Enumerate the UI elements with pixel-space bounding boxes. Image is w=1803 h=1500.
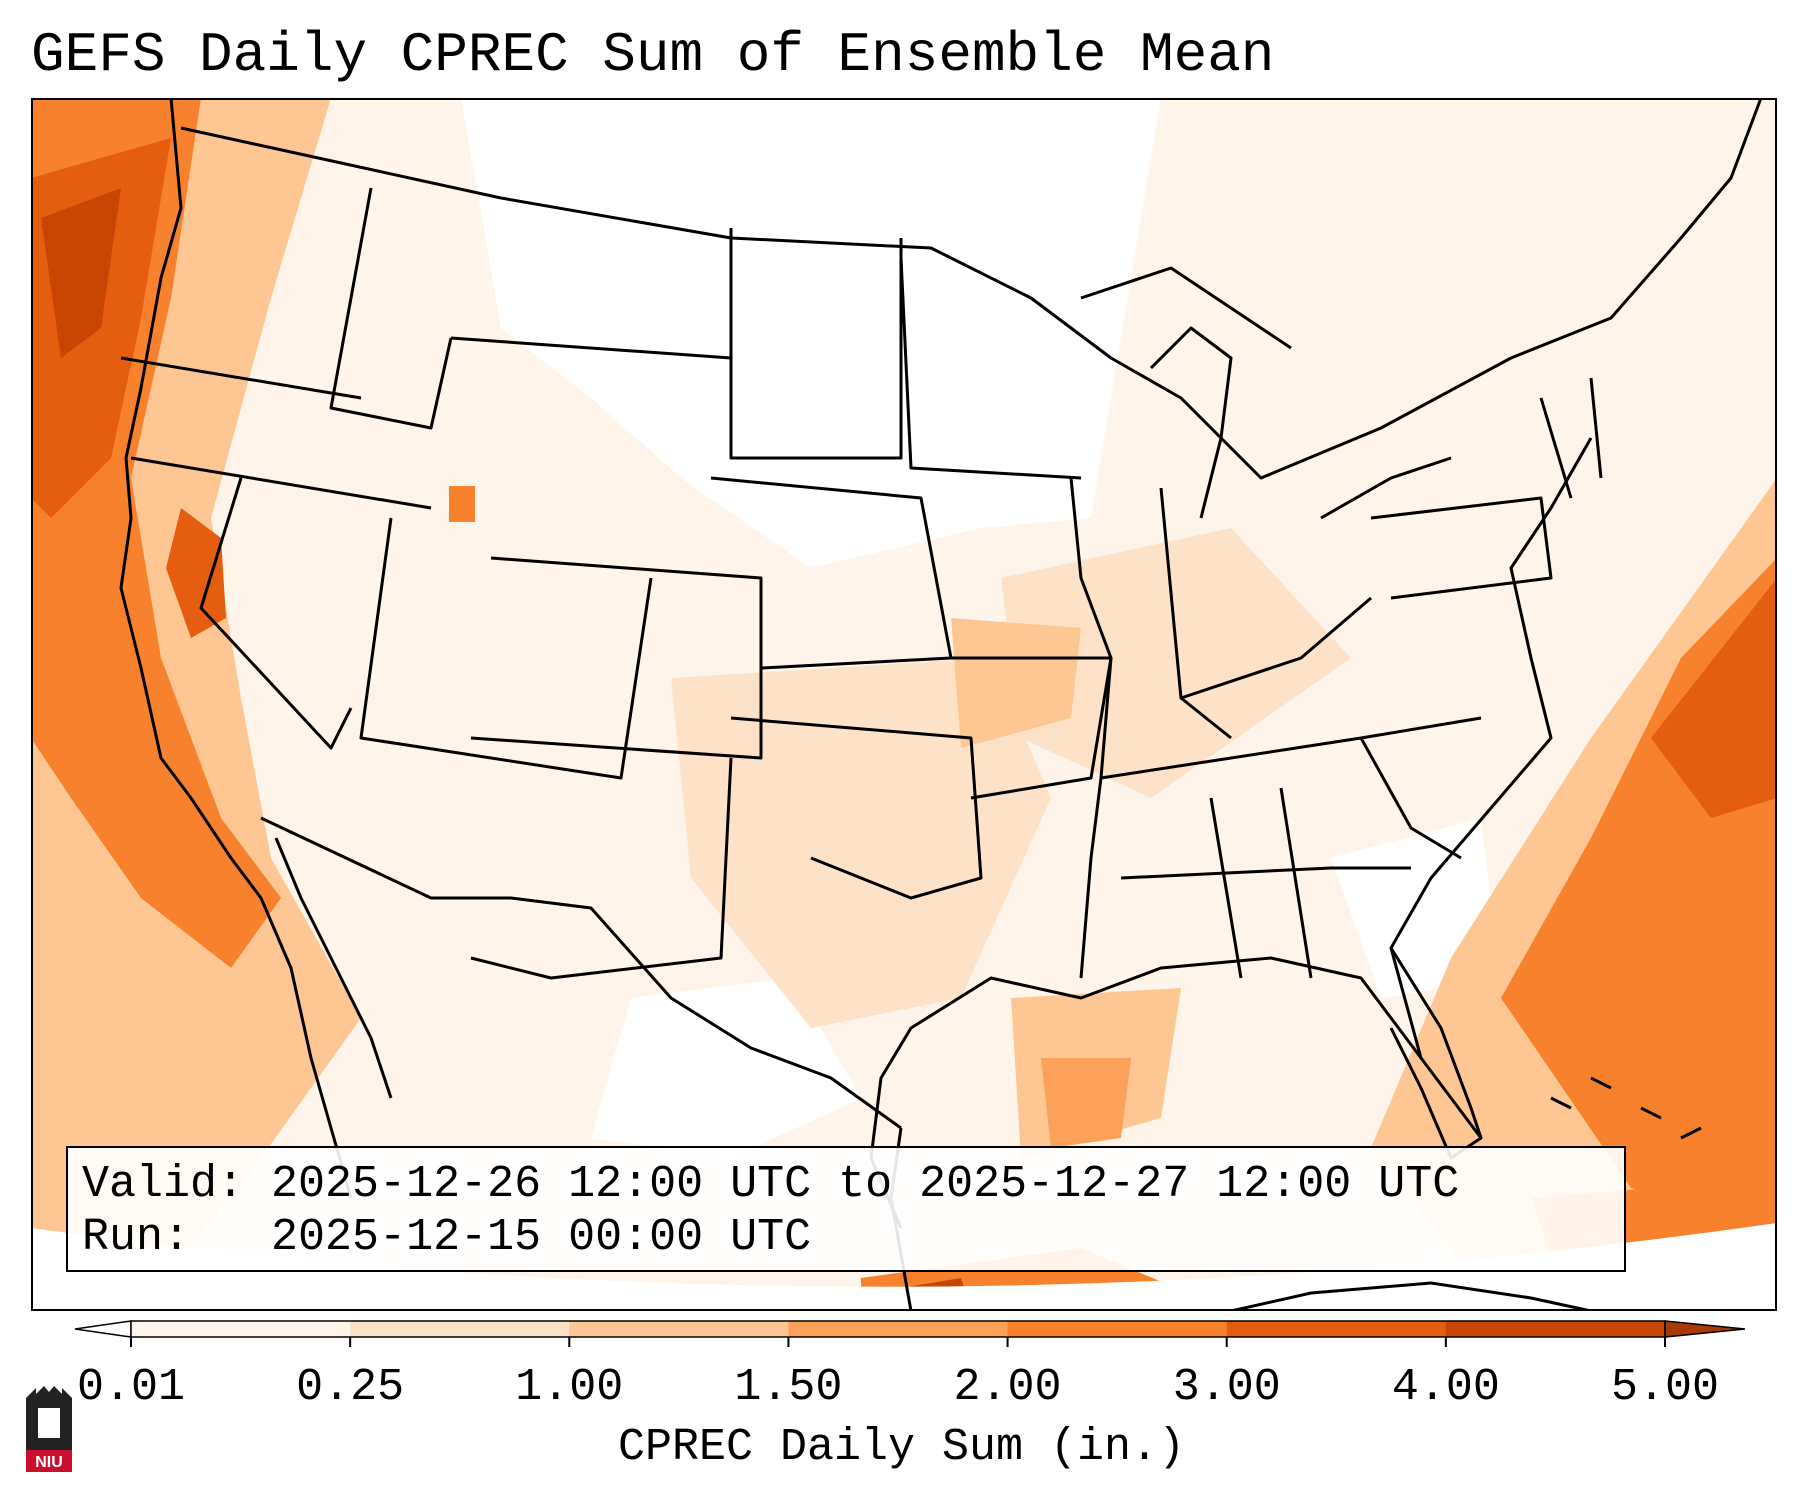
- valid-label: Valid:: [82, 1159, 245, 1210]
- niu-logo: NIU: [26, 1386, 72, 1472]
- colorbar-label: CPREC Daily Sum (in.): [617, 1422, 1186, 1473]
- border-new-mexico: [470, 757, 733, 980]
- colorbar-tick-label: 3.00: [1173, 1362, 1281, 1413]
- map-outlines: [119, 98, 1763, 1311]
- utah-spot: [449, 486, 475, 522]
- great-lakes-michigan: [1149, 326, 1233, 519]
- map-frame: [31, 98, 1777, 1311]
- border-utah-az: [359, 517, 653, 780]
- border-dakotas: [729, 228, 903, 460]
- colorbar-tick-label: 5.00: [1611, 1362, 1719, 1413]
- logo-window-icon: [38, 1408, 60, 1438]
- map-title: GEFS Daily CPREC Sum of Ensemble Mean: [31, 23, 1275, 87]
- colorbar-tick-label: 1.50: [734, 1362, 842, 1413]
- gulf-high: [1041, 1058, 1131, 1148]
- pacific-band-max: [41, 188, 121, 358]
- gulf-coastline: [869, 956, 1423, 1229]
- run-label: Run:: [82, 1212, 191, 1263]
- border-mississippi-river: [1069, 477, 1113, 979]
- colorbar-tick-label: 4.00: [1392, 1362, 1500, 1413]
- border-gulf-states: [1120, 866, 1411, 880]
- precipitation-map: [31, 98, 1777, 1311]
- border-ohio-river: [1180, 596, 1372, 700]
- california-inland-max: [166, 508, 226, 638]
- bahamas-islands: [1550, 1076, 1702, 1140]
- great-lakes-erie: [1320, 456, 1452, 520]
- border-nevada: [199, 477, 353, 750]
- canada-border: [180, 126, 1512, 480]
- border-alabama-georgia: [1209, 787, 1313, 979]
- border-carolinas: [1359, 737, 1462, 860]
- valid-line: Valid: 2025-12-26 12:00 UTC to 2025-12-2…: [82, 1158, 1610, 1211]
- colorbar-segment: [788, 1321, 1009, 1337]
- colorbar-segment: [1226, 1321, 1447, 1337]
- border-idaho: [329, 187, 453, 430]
- colorbar-ticks: 0.01 0.25 1.00 1.50 2.00 3.00 4.00 5.00: [77, 1337, 1719, 1413]
- colorbar-segment: [350, 1321, 570, 1337]
- run-value: 2025-12-15 00:00 UTC: [271, 1212, 812, 1263]
- colorbar-segment: [569, 1321, 789, 1337]
- southern-plains-moderate: [671, 658, 1051, 1028]
- atlantic-coastline: [1389, 437, 1593, 1139]
- border-pennsylvania: [1370, 496, 1553, 600]
- colorbar: 0.01 0.25 1.00 1.50 2.00 3.00 4.00 5.00: [74, 1320, 1746, 1413]
- great-lakes-superior: [1080, 266, 1292, 350]
- caribbean-islands: [1230, 1076, 1702, 1311]
- colorbar-extend-min: [74, 1320, 132, 1338]
- ozarks-mid: [951, 618, 1081, 748]
- mexico-border: [260, 816, 902, 1130]
- colorbar-extend-max: [1664, 1320, 1746, 1338]
- validity-info-box: Valid: 2025-12-26 12:00 UTC to 2025-12-2…: [66, 1146, 1626, 1272]
- valid-value: 2025-12-26 12:00 UTC to 2025-12-27 12:00…: [271, 1159, 1460, 1210]
- outside-domain-bottom: [31, 1223, 1777, 1311]
- colorbar-segment: [131, 1321, 351, 1337]
- run-line: Run: 2025-12-15 00:00 UTC: [82, 1211, 1610, 1264]
- baja-coast: [274, 837, 393, 1099]
- florida-outline: [1389, 947, 1483, 1160]
- colorbar-frame: [130, 1320, 1666, 1338]
- border-wa-or: [120, 356, 362, 400]
- border-minnesota-iowa: [899, 257, 1082, 480]
- colorbar-segment: [1007, 1321, 1228, 1337]
- cuba-outline: [1230, 1281, 1592, 1311]
- colorbar-segments: [74, 1320, 1746, 1338]
- atlantic-band-core: [1651, 578, 1777, 818]
- colorbar-tick-label: 1.00: [515, 1362, 623, 1413]
- border-nebraska-kansas: [710, 476, 953, 670]
- colorbar-tick-label: 0.25: [296, 1362, 404, 1413]
- dry-area-plains: [461, 98, 1161, 568]
- colorbar-tick-label: 0.01: [77, 1362, 185, 1413]
- border-or-ca: [130, 456, 432, 510]
- pacific-coastline: [119, 98, 353, 1199]
- border-missouri-arkansas: [951, 656, 1113, 800]
- border-oklahoma-texas: [730, 716, 983, 900]
- border-new-england: [1539, 377, 1603, 499]
- logo-banner: [26, 1450, 72, 1472]
- colorbar-tick-label: 2.00: [954, 1362, 1062, 1413]
- colorbar-segment: [1445, 1321, 1666, 1337]
- dry-area-southwest: [591, 978, 861, 1158]
- northeast-coast: [1510, 98, 1763, 360]
- logo-text: NIU: [35, 1454, 63, 1471]
